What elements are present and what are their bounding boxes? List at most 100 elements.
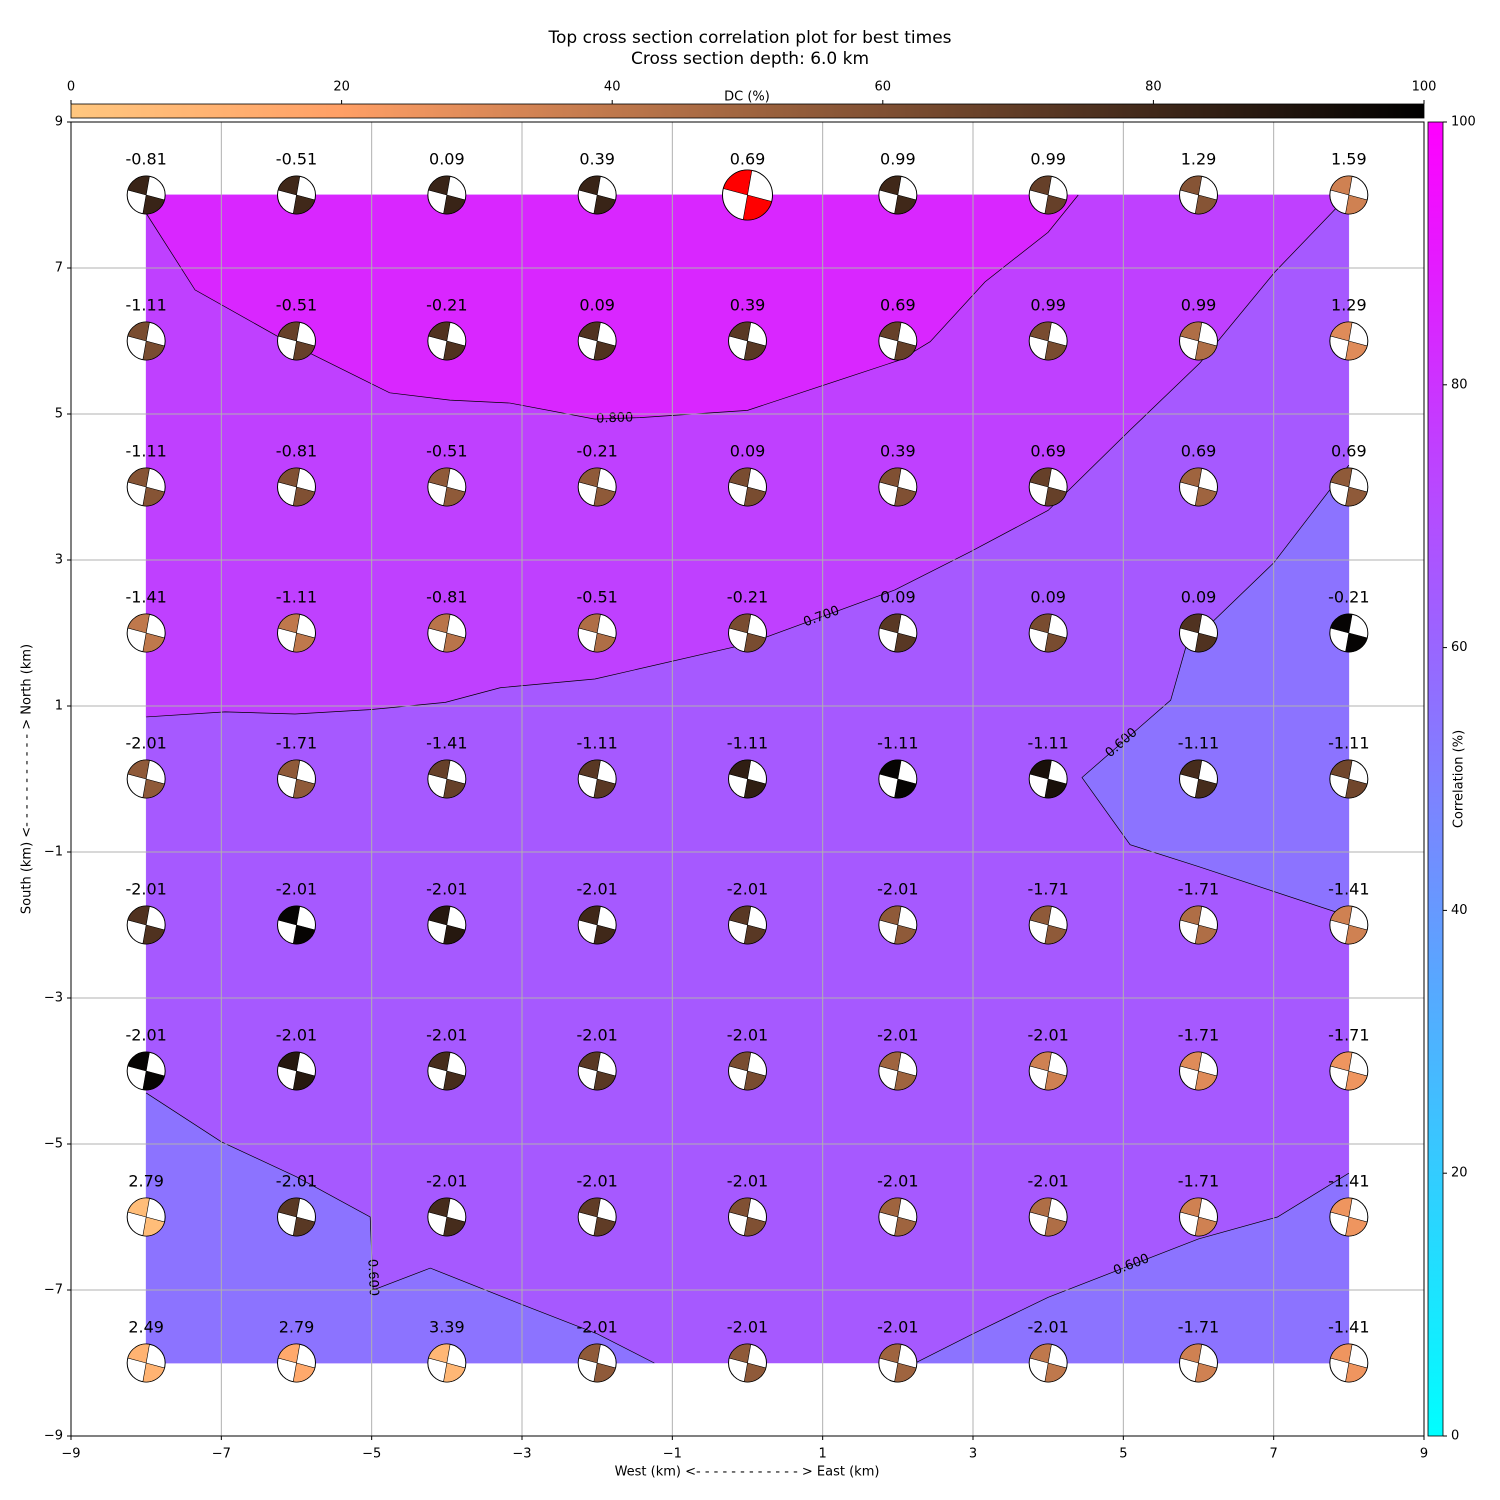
beachball-wedge (428, 175, 451, 196)
beachball-wedge (728, 1343, 752, 1364)
beachball-wedge (1179, 613, 1203, 634)
beachball-wedge (879, 175, 902, 196)
beachball-wedge (277, 759, 301, 780)
beachball (1179, 1051, 1218, 1091)
beachball (427, 613, 467, 653)
beachball-wedge (728, 467, 752, 488)
beachball-wedge (1179, 1343, 1203, 1364)
beachball-wedge (1194, 194, 1218, 215)
beachball-wedge (578, 321, 601, 342)
beachball (427, 321, 467, 361)
dc-colorbar-label: DC (%) (724, 90, 770, 105)
time-label: -1.11 (877, 734, 918, 753)
beachball (277, 467, 316, 507)
beachball-wedge (593, 1216, 616, 1237)
beachball (1179, 613, 1218, 653)
beachball-wedge (593, 1070, 616, 1091)
x-tick-label: −7 (212, 1447, 231, 1462)
time-label: -0.21 (576, 442, 617, 461)
beachball-wedge (127, 1051, 150, 1072)
beachball-wedge (879, 321, 902, 342)
time-label: -2.01 (727, 880, 768, 899)
time-label: -2.01 (576, 880, 617, 899)
beachball (1179, 905, 1218, 945)
time-label: -1.41 (1328, 1172, 1369, 1191)
time-label: 0.09 (1030, 588, 1066, 607)
beachball-wedge (743, 1216, 767, 1237)
beachball (1329, 905, 1369, 945)
beachball-wedge (127, 1343, 150, 1364)
time-label: 0.39 (880, 442, 916, 461)
beachball-wedge (1179, 467, 1203, 488)
beachball-wedge (1330, 467, 1353, 488)
time-label: 1.59 (1331, 150, 1367, 169)
time-label: -2.01 (1027, 1026, 1068, 1045)
beachball (1028, 1197, 1068, 1237)
beachball (577, 467, 617, 507)
beachball-wedge (593, 924, 616, 945)
time-label: -0.81 (276, 442, 317, 461)
beachball-wedge (1330, 1197, 1353, 1218)
colorbar-label: Correlation (%) (1452, 730, 1467, 828)
time-label: -1.71 (1178, 1318, 1219, 1337)
time-label: -2.01 (576, 1172, 617, 1191)
x-tick-label: −9 (61, 1447, 80, 1462)
y-tick-label: −7 (44, 1283, 63, 1298)
time-label: -2.01 (276, 1026, 317, 1045)
beachball-wedge (1029, 1197, 1052, 1218)
beachball-wedge (292, 486, 316, 507)
y-tick-label: −9 (44, 1429, 63, 1444)
time-label: -2.01 (877, 1026, 918, 1045)
beachball-wedge (593, 1362, 616, 1383)
time-label: -2.01 (727, 1172, 768, 1191)
time-label: 0.69 (1181, 442, 1217, 461)
beachball-wedge (1194, 1070, 1218, 1091)
time-label: 0.99 (1030, 296, 1066, 315)
beachball (427, 467, 467, 507)
beachball-wedge (1330, 759, 1353, 780)
time-label: -0.51 (276, 296, 317, 315)
time-label: -0.21 (426, 296, 467, 315)
beachball-wedge (428, 1343, 451, 1364)
time-label: -1.11 (125, 296, 166, 315)
beachball-wedge (879, 467, 902, 488)
beachball (577, 175, 617, 215)
beachball-wedge (292, 340, 316, 361)
beachball (878, 1343, 918, 1383)
beachball-wedge (1029, 613, 1052, 634)
beachball-wedge (1029, 467, 1052, 488)
time-label: 0.69 (880, 296, 916, 315)
time-label: 0.39 (730, 296, 766, 315)
beachball-wedge (292, 194, 316, 215)
beachball-wedge (292, 632, 316, 653)
time-label: 0.09 (1181, 588, 1217, 607)
beachball (878, 1197, 918, 1237)
chart-subtitle: Cross section depth: 6.0 km (631, 49, 869, 69)
beachball (878, 759, 918, 799)
contour-line (1081, 464, 1350, 917)
colorbar-tick-label: 100 (1451, 115, 1476, 130)
beachball-wedge (1194, 1216, 1218, 1237)
beachball-wedge (443, 778, 466, 799)
y-tick-label: −5 (44, 1137, 63, 1152)
y-tick-label: −3 (44, 991, 63, 1006)
beachball (427, 1197, 467, 1237)
beachball-wedge (443, 340, 466, 361)
beachball (277, 759, 316, 799)
time-label: -2.01 (125, 1026, 166, 1045)
beachball (277, 1197, 316, 1237)
y-tick-label: 7 (55, 261, 63, 276)
time-label: -1.11 (727, 734, 768, 753)
time-label: -0.81 (426, 588, 467, 607)
beachball (1179, 467, 1218, 507)
time-label: -2.01 (276, 880, 317, 899)
time-label: -0.51 (276, 150, 317, 169)
beachball (1179, 175, 1218, 215)
beachball-wedge (443, 1070, 466, 1091)
beachball-wedge (728, 905, 752, 926)
beachball (1028, 905, 1068, 945)
beachball (722, 169, 773, 221)
beachball-wedge (1345, 340, 1368, 361)
dc-colorbar-tick-label: 60 (875, 80, 892, 95)
contour-label: 0.800 (596, 410, 634, 426)
